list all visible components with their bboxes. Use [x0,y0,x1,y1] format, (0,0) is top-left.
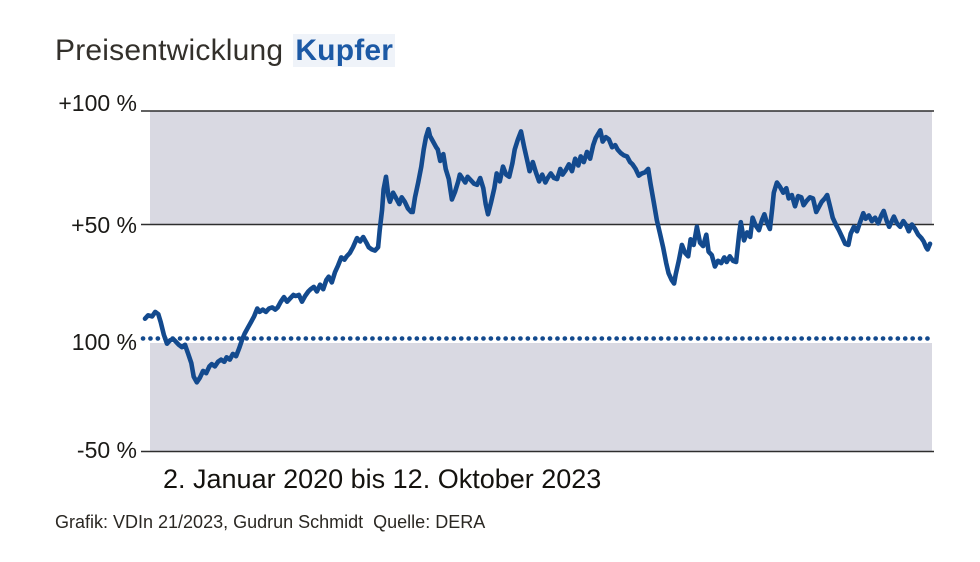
page-title: Preisentwicklung Kupfer [55,34,396,68]
y-axis-label-minus50: -50 % [76,436,137,463]
y-axis-label-plus50: +50 % [71,211,137,238]
credit-graphic: Grafik: VDIn 21/2023, Gudrun Schmidt [55,512,364,532]
title-text: Preisentwicklung [55,34,284,67]
credit-line: Grafik: VDIn 21/2023, Gudrun Schmidt Quel… [55,511,485,533]
lower-band [150,343,932,452]
y-axis-label-plus100: +100 % [58,90,137,116]
credit-source: Quelle: DERA [373,512,486,532]
title-product: Kupfer [293,34,396,67]
y-axis-label-baseline: 100 % [71,329,137,355]
price-line [142,126,933,385]
x-axis-range-label: 2. Januar 2020 bis 12. Oktober 2023 [163,464,602,494]
